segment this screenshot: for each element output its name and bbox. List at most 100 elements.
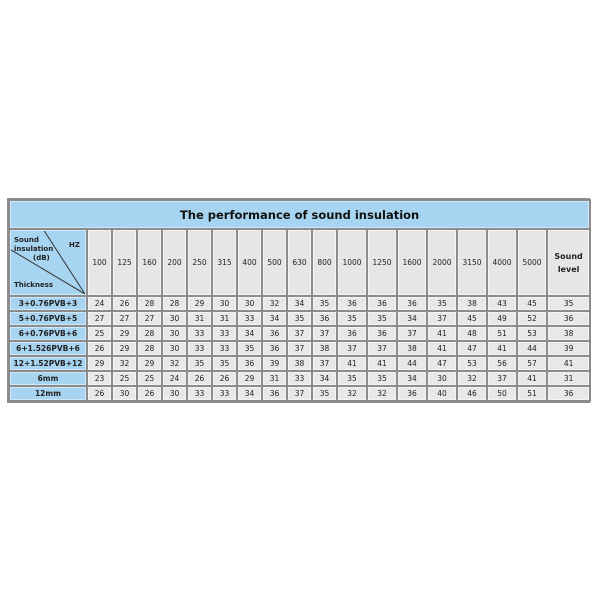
frequency-header: 125 bbox=[113, 230, 136, 295]
db-value-cell: 34 bbox=[398, 312, 426, 325]
frequency-header: 400 bbox=[238, 230, 261, 295]
db-value-cell: 36 bbox=[263, 387, 286, 400]
corner-sound: Sound bbox=[14, 236, 39, 244]
db-value-cell: 28 bbox=[138, 297, 161, 310]
sound-insulation-table: The performance of sound insulation Soun… bbox=[8, 199, 592, 402]
sound-level-cell: 31 bbox=[548, 372, 590, 385]
db-value-cell: 31 bbox=[213, 312, 236, 325]
db-value-cell: 29 bbox=[188, 297, 211, 310]
db-value-cell: 38 bbox=[458, 297, 486, 310]
db-value-cell: 37 bbox=[288, 342, 311, 355]
corner-hz: HZ bbox=[69, 241, 80, 249]
db-value-cell: 36 bbox=[368, 327, 396, 340]
frequency-header: 4000 bbox=[488, 230, 516, 295]
thickness-label: 6mm bbox=[10, 372, 86, 385]
sound-level-cell: 35 bbox=[548, 297, 590, 310]
frequency-header: 2000 bbox=[428, 230, 456, 295]
thickness-label: 5+0.76PVB+5 bbox=[10, 312, 86, 325]
table-row: 12+1.52PVB+12 29 32 29 32 35 35 36 39 38 37 41 41 44 4… bbox=[10, 357, 590, 370]
db-value-cell: 34 bbox=[288, 297, 311, 310]
db-value-cell: 34 bbox=[238, 387, 261, 400]
frequency-header: 1600 bbox=[398, 230, 426, 295]
db-value-cell: 31 bbox=[263, 372, 286, 385]
sound-level-cell: 38 bbox=[548, 327, 590, 340]
db-value-cell: 35 bbox=[428, 297, 456, 310]
db-value-cell: 35 bbox=[313, 387, 336, 400]
db-value-cell: 34 bbox=[238, 327, 261, 340]
db-value-cell: 35 bbox=[288, 312, 311, 325]
db-value-cell: 46 bbox=[458, 387, 486, 400]
db-value-cell: 35 bbox=[368, 372, 396, 385]
db-value-cell: 32 bbox=[368, 387, 396, 400]
db-value-cell: 25 bbox=[88, 327, 111, 340]
db-value-cell: 37 bbox=[288, 387, 311, 400]
db-value-cell: 36 bbox=[263, 342, 286, 355]
db-value-cell: 41 bbox=[338, 357, 366, 370]
sound-level-cell: 39 bbox=[548, 342, 590, 355]
sound-level-header-line: level bbox=[557, 264, 580, 274]
db-value-cell: 30 bbox=[163, 327, 186, 340]
table-row: 3+0.76PVB+3 24 26 28 28 29 30 30 32 34 35 36 36 36 35 3… bbox=[10, 297, 590, 310]
frequency-header: 100 bbox=[88, 230, 111, 295]
db-value-cell: 29 bbox=[238, 372, 261, 385]
db-value-cell: 33 bbox=[288, 372, 311, 385]
corner-db: (dB) bbox=[33, 254, 50, 262]
db-value-cell: 39 bbox=[263, 357, 286, 370]
db-value-cell: 37 bbox=[428, 312, 456, 325]
db-value-cell: 53 bbox=[518, 327, 546, 340]
db-value-cell: 28 bbox=[138, 342, 161, 355]
table-row: 12mm 26 30 26 30 33 33 34 36 37 35 32 32 36 40 46 50 51 36 bbox=[10, 387, 590, 400]
db-value-cell: 30 bbox=[428, 372, 456, 385]
db-value-cell: 33 bbox=[238, 312, 261, 325]
sound-level-cell: 41 bbox=[548, 357, 590, 370]
db-value-cell: 29 bbox=[113, 327, 136, 340]
title-row: The performance of sound insulation bbox=[10, 201, 590, 228]
db-value-cell: 38 bbox=[313, 342, 336, 355]
thickness-label: 6+0.76PVB+6 bbox=[10, 327, 86, 340]
db-value-cell: 24 bbox=[88, 297, 111, 310]
db-value-cell: 26 bbox=[188, 372, 211, 385]
db-value-cell: 36 bbox=[313, 312, 336, 325]
db-value-cell: 30 bbox=[113, 387, 136, 400]
thickness-label: 12mm bbox=[10, 387, 86, 400]
db-value-cell: 32 bbox=[113, 357, 136, 370]
db-value-cell: 33 bbox=[188, 327, 211, 340]
corner-insulation: insulation bbox=[14, 245, 54, 253]
db-value-cell: 56 bbox=[488, 357, 516, 370]
db-value-cell: 32 bbox=[338, 387, 366, 400]
db-value-cell: 34 bbox=[263, 312, 286, 325]
db-value-cell: 30 bbox=[163, 342, 186, 355]
db-value-cell: 37 bbox=[338, 342, 366, 355]
db-value-cell: 35 bbox=[313, 297, 336, 310]
db-value-cell: 41 bbox=[488, 342, 516, 355]
db-value-cell: 44 bbox=[518, 342, 546, 355]
db-value-cell: 33 bbox=[213, 342, 236, 355]
db-value-cell: 51 bbox=[488, 327, 516, 340]
db-value-cell: 53 bbox=[458, 357, 486, 370]
db-value-cell: 41 bbox=[368, 357, 396, 370]
db-value-cell: 47 bbox=[428, 357, 456, 370]
corner-thickness: Thickness bbox=[14, 281, 54, 289]
frequency-header: 5000 bbox=[518, 230, 546, 295]
db-value-cell: 27 bbox=[138, 312, 161, 325]
db-value-cell: 31 bbox=[188, 312, 211, 325]
db-value-cell: 37 bbox=[313, 357, 336, 370]
sound-level-cell: 36 bbox=[548, 387, 590, 400]
db-value-cell: 35 bbox=[368, 312, 396, 325]
table-row: 5+0.76PVB+5 27 27 27 30 31 31 33 34 35 36 35 35 34 37 4… bbox=[10, 312, 590, 325]
db-value-cell: 37 bbox=[288, 327, 311, 340]
db-value-cell: 38 bbox=[288, 357, 311, 370]
db-value-cell: 30 bbox=[213, 297, 236, 310]
table-row: 6mm 23 25 25 24 26 26 29 31 33 34 35 35 34 30 32 37 41 31 bbox=[10, 372, 590, 385]
db-value-cell: 37 bbox=[488, 372, 516, 385]
db-value-cell: 28 bbox=[138, 327, 161, 340]
sound-insulation-table-frame: The performance of sound insulation Soun… bbox=[7, 198, 592, 403]
db-value-cell: 34 bbox=[398, 372, 426, 385]
frequency-header: 500 bbox=[263, 230, 286, 295]
db-value-cell: 23 bbox=[88, 372, 111, 385]
db-value-cell: 44 bbox=[398, 357, 426, 370]
corner-header-cell: Sound insulation (dB) HZ Thickness bbox=[10, 230, 86, 295]
db-value-cell: 29 bbox=[88, 357, 111, 370]
db-value-cell: 51 bbox=[518, 387, 546, 400]
frequency-header: 1250 bbox=[368, 230, 396, 295]
